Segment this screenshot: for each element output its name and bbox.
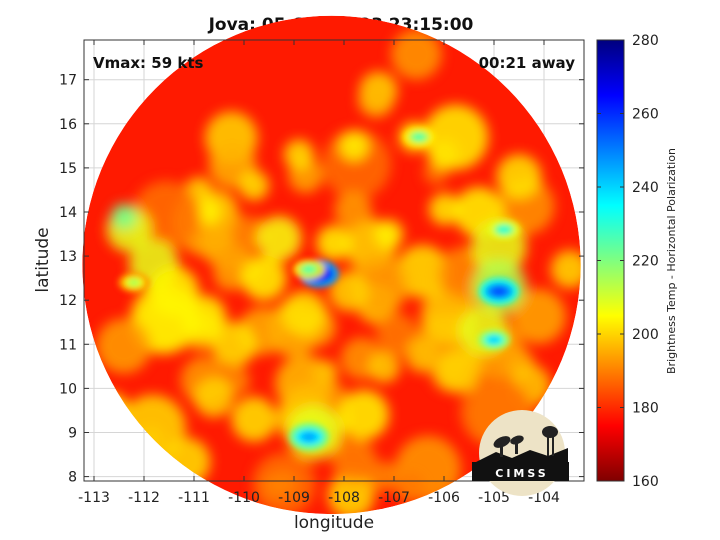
swath-texture-cell <box>239 170 269 201</box>
swath-texture-cell <box>394 471 427 504</box>
swath-texture-cell <box>339 130 369 161</box>
y-tick-label: 12 <box>59 293 77 309</box>
swath-texture-cell <box>96 318 152 374</box>
swath-texture-cell <box>374 219 404 249</box>
swath-texture-cell <box>329 271 369 312</box>
swath-texture-cell <box>369 461 400 492</box>
swath-texture-cell <box>332 438 377 484</box>
logo-text: CIMSS <box>495 467 548 480</box>
swath-texture-cell <box>391 29 442 80</box>
swath-texture-cell <box>194 377 234 418</box>
time-away-annotation: 00:21 away <box>479 54 576 72</box>
swath-texture-cell <box>213 256 249 291</box>
plot-frame <box>83 39 585 482</box>
swath-texture-cell <box>436 348 482 394</box>
swath-texture-cell <box>241 255 287 301</box>
vmax-annotation: Vmax: 59 kts <box>93 54 203 72</box>
y-tick-label: 9 <box>68 425 77 441</box>
cimss-logo: CIMSS <box>472 410 569 496</box>
swath-texture-cell <box>321 129 391 200</box>
y-tick-label: 16 <box>59 117 77 133</box>
swath-texture-cell <box>339 389 389 440</box>
x-tick-label: -108 <box>328 490 360 506</box>
swath-texture-cell <box>316 225 352 261</box>
swath-texture-cell <box>334 191 372 229</box>
colorbar-gradient <box>596 39 625 482</box>
feature-southern-band <box>289 422 329 451</box>
y-tick-labels: 8 9 10 11 12 13 14 15 16 17 <box>59 73 77 486</box>
swath-texture-cell <box>395 244 450 299</box>
swath-texture-cell <box>404 336 441 373</box>
swath-texture-cell <box>550 250 581 289</box>
colorbar-tick-label: 220 <box>632 254 659 270</box>
swath-texture-cell <box>358 81 395 118</box>
swath-texture-cell <box>211 321 257 367</box>
feature-western-band <box>118 272 150 293</box>
swath-texture-cell <box>281 290 327 336</box>
x-tick-label: -104 <box>528 490 560 506</box>
colorbar-tick-label: 260 <box>632 107 659 123</box>
swath-texture-cell <box>111 203 137 229</box>
x-tick-label: -111 <box>178 490 210 506</box>
colorbar-ticks: 160 180 200 220 240 260 280 <box>597 33 659 490</box>
x-tick-label: -113 <box>78 490 110 506</box>
x-tick-label: -109 <box>278 490 310 506</box>
swath-texture-cell <box>284 139 314 170</box>
y-tick-label: 17 <box>59 73 77 89</box>
swath-texture-cell <box>327 472 375 515</box>
y-tick-label: 13 <box>59 249 77 265</box>
x-tick-label: -110 <box>228 490 260 506</box>
swath-texture-cell <box>231 396 277 442</box>
y-tick-label: 8 <box>68 470 77 486</box>
swath-texture-cell <box>181 295 227 341</box>
swath-texture-cell <box>428 193 461 226</box>
colorbar-label: Brightness Temp - Horizontal Polarizatio… <box>665 148 678 374</box>
x-tick-label: -106 <box>428 490 460 506</box>
feature-eastern-band-south <box>478 329 510 350</box>
feature-eastern-band-mid <box>488 219 520 240</box>
y-tick-label: 10 <box>59 381 77 397</box>
colorbar-tick-label: 160 <box>632 474 659 490</box>
swath-texture-cell <box>376 313 419 356</box>
brightness-temp-swath <box>82 15 581 515</box>
swath-texture-cell <box>429 139 459 170</box>
swath-texture-cell <box>256 215 302 261</box>
x-tick-labels: -113 -112 -111 -110 -109 -108 -107 -106 -105 -104 <box>78 490 560 506</box>
feature-eastern-rainband <box>479 277 519 306</box>
swath-texture-cell <box>510 288 566 344</box>
x-tick-label: -112 <box>128 490 160 506</box>
colorbar: 160 180 200 220 240 260 280 Brightness Temp - … <box>596 33 678 490</box>
colorbar-tick-label: 200 <box>632 327 659 343</box>
feature-northern-spots <box>403 127 435 148</box>
x-axis-label: longitude <box>294 513 374 533</box>
x-tick-label: -105 <box>478 490 510 506</box>
feature-inner-core-ring <box>293 259 325 280</box>
swath-texture-cell <box>196 199 222 225</box>
swath-texture-cell <box>496 154 542 200</box>
colorbar-tick-label: 280 <box>632 33 659 49</box>
y-tick-label: 15 <box>59 161 77 177</box>
swath-texture-cell <box>275 354 333 413</box>
colorbar-tick-label: 180 <box>632 401 659 417</box>
swath-texture-cell <box>368 351 401 383</box>
y-tick-label: 14 <box>59 205 77 221</box>
y-axis-label: latitude <box>33 227 53 292</box>
colorbar-tick-label: 240 <box>632 180 659 196</box>
y-tick-label: 11 <box>59 337 77 353</box>
x-tick-label: -107 <box>378 490 410 506</box>
swath-texture-cell <box>252 452 316 515</box>
